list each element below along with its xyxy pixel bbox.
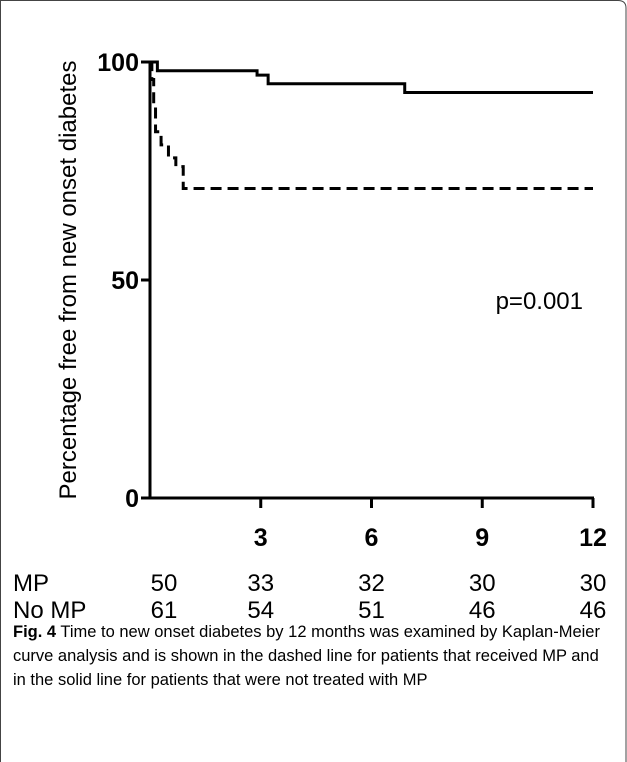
- x-tick-label-6: 6: [365, 524, 379, 552]
- y-tick-label-0: 0: [125, 485, 139, 513]
- risk-cell: 46: [469, 597, 496, 624]
- risk-cell: 46: [580, 597, 607, 624]
- risk-cell: 61: [151, 597, 178, 624]
- x-tick-label-3: 3: [254, 524, 268, 552]
- y-axis-label-group: Percentage free from new onset diabetes: [55, 61, 82, 500]
- y-axis-label: Percentage free from new onset diabetes: [55, 61, 82, 500]
- risk-row-label: MP: [13, 570, 49, 597]
- risk-table: MP 50 33 32 30 30 No MP 61 54 51 46 46: [13, 570, 606, 624]
- y-tick-label-50: 50: [111, 267, 139, 295]
- y-tick-label-100: 100: [97, 49, 139, 77]
- risk-cell: 54: [247, 597, 274, 624]
- annotation-group: p=0.001: [496, 288, 583, 315]
- x-tick-label-9: 9: [475, 524, 489, 552]
- caption-text: Time to new onset diabetes by 12 months …: [13, 623, 600, 689]
- x-tick-label-12: 12: [579, 524, 607, 552]
- risk-cell: 50: [151, 570, 178, 597]
- series-group: [150, 60, 593, 190]
- figure-caption: Fig. 4 Time to new onset diabetes by 12 …: [13, 620, 613, 692]
- risk-cell: 30: [580, 570, 607, 597]
- risk-cell: 51: [358, 597, 385, 624]
- risk-row-label: No MP: [13, 597, 86, 624]
- axes: 0 50 100 3 6 9 12: [97, 49, 607, 552]
- figure-label: Fig. 4: [13, 623, 57, 641]
- dashed-series-line: [150, 60, 593, 190]
- p-value-annotation: p=0.001: [496, 288, 583, 315]
- risk-cell: 33: [247, 570, 274, 597]
- risk-cell: 30: [469, 570, 496, 597]
- solid-series-line: [150, 60, 593, 95]
- risk-cell: 32: [358, 570, 385, 597]
